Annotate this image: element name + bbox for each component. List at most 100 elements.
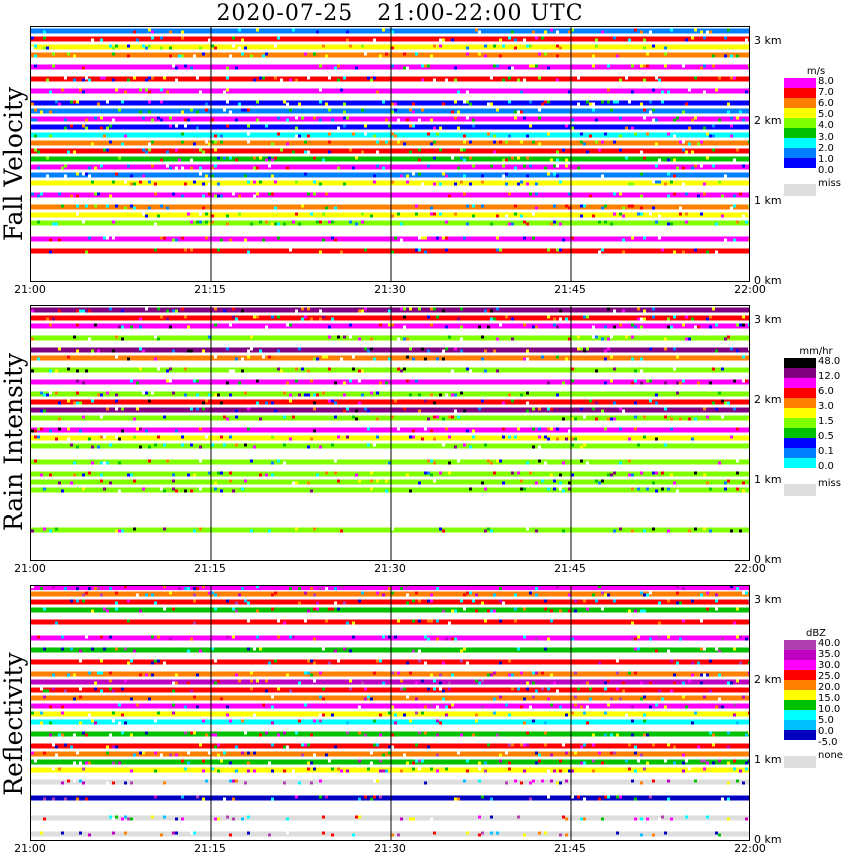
speckle <box>175 753 178 757</box>
speckle <box>565 713 568 717</box>
speckle <box>184 118 187 122</box>
speckle <box>574 437 577 441</box>
speckle <box>265 220 268 224</box>
speckle <box>328 335 331 339</box>
speckle <box>148 76 151 80</box>
colorbar-swatch <box>784 158 816 168</box>
speckle <box>526 527 529 531</box>
speckle <box>580 459 583 463</box>
speckle <box>427 64 430 68</box>
colorbar-swatch <box>784 740 816 750</box>
speckle <box>235 357 238 361</box>
speckle <box>556 44 559 48</box>
speckle <box>682 140 685 144</box>
speckle <box>313 192 316 196</box>
speckle <box>271 461 274 465</box>
speckle <box>181 307 184 311</box>
speckle <box>259 220 262 224</box>
speckle <box>205 733 208 737</box>
speckle <box>451 156 454 160</box>
speckle <box>490 797 493 801</box>
speckle <box>391 323 394 327</box>
speckle <box>100 435 103 439</box>
speckle <box>244 781 247 785</box>
speckle <box>295 795 298 799</box>
speckle <box>310 337 313 341</box>
speckle <box>589 687 592 691</box>
speckle <box>535 587 538 591</box>
speckle <box>418 731 421 735</box>
speckle <box>634 28 637 32</box>
speckle <box>172 309 175 313</box>
speckle <box>517 471 520 475</box>
speckle <box>499 38 502 42</box>
speckle <box>601 140 604 144</box>
speckle <box>469 479 472 483</box>
speckle <box>289 437 292 441</box>
speckle <box>637 212 640 216</box>
speckle <box>598 250 601 254</box>
speckle <box>274 459 277 463</box>
speckle <box>412 743 415 747</box>
speckle <box>532 212 535 216</box>
speckle <box>493 140 496 144</box>
speckle <box>532 427 535 431</box>
speckle <box>565 164 568 168</box>
speckle <box>151 164 154 168</box>
speckle <box>505 172 508 176</box>
panel-title: Reflectivity <box>0 652 28 796</box>
speckle <box>202 797 205 801</box>
speckle <box>289 248 292 252</box>
speckle <box>385 381 388 385</box>
speckle <box>217 753 220 757</box>
speckle <box>619 427 622 431</box>
speckle <box>244 108 247 112</box>
speckle <box>457 317 460 321</box>
speckle <box>688 142 691 146</box>
colorbar-swatch <box>784 88 816 98</box>
speckle <box>403 142 406 146</box>
speckle <box>355 222 358 226</box>
speckle <box>427 471 430 475</box>
speckle <box>571 379 574 383</box>
plot-area <box>30 26 750 282</box>
speckle <box>40 110 43 114</box>
speckle <box>640 781 643 785</box>
speckle <box>151 118 154 122</box>
speckle <box>643 156 646 160</box>
speckle <box>40 489 43 493</box>
speckle <box>553 172 556 176</box>
speckle <box>130 379 133 383</box>
speckle <box>457 90 460 94</box>
speckle <box>106 461 109 465</box>
speckle <box>253 713 256 717</box>
speckle <box>211 44 214 48</box>
speckle <box>385 479 388 483</box>
speckle <box>406 180 409 184</box>
speckle <box>694 471 697 475</box>
speckle <box>184 367 187 371</box>
speckle <box>625 28 628 32</box>
speckle <box>556 325 559 329</box>
speckle <box>352 166 355 170</box>
speckle <box>205 399 208 403</box>
speckle <box>424 399 427 403</box>
speckle <box>511 471 514 475</box>
colorbar-swatch <box>784 368 816 378</box>
speckle <box>652 88 655 92</box>
band-fill <box>31 831 749 837</box>
speckle <box>556 689 559 693</box>
speckle <box>523 753 526 757</box>
speckle <box>493 671 496 675</box>
speckle <box>166 90 169 94</box>
speckle <box>244 46 247 50</box>
speckle <box>190 731 193 735</box>
speckle <box>643 609 646 613</box>
speckle <box>304 671 307 675</box>
data-band <box>31 335 749 341</box>
speckle <box>208 591 211 595</box>
speckle <box>736 721 739 725</box>
speckle <box>232 315 235 319</box>
speckle <box>514 110 517 114</box>
speckle <box>694 795 697 799</box>
